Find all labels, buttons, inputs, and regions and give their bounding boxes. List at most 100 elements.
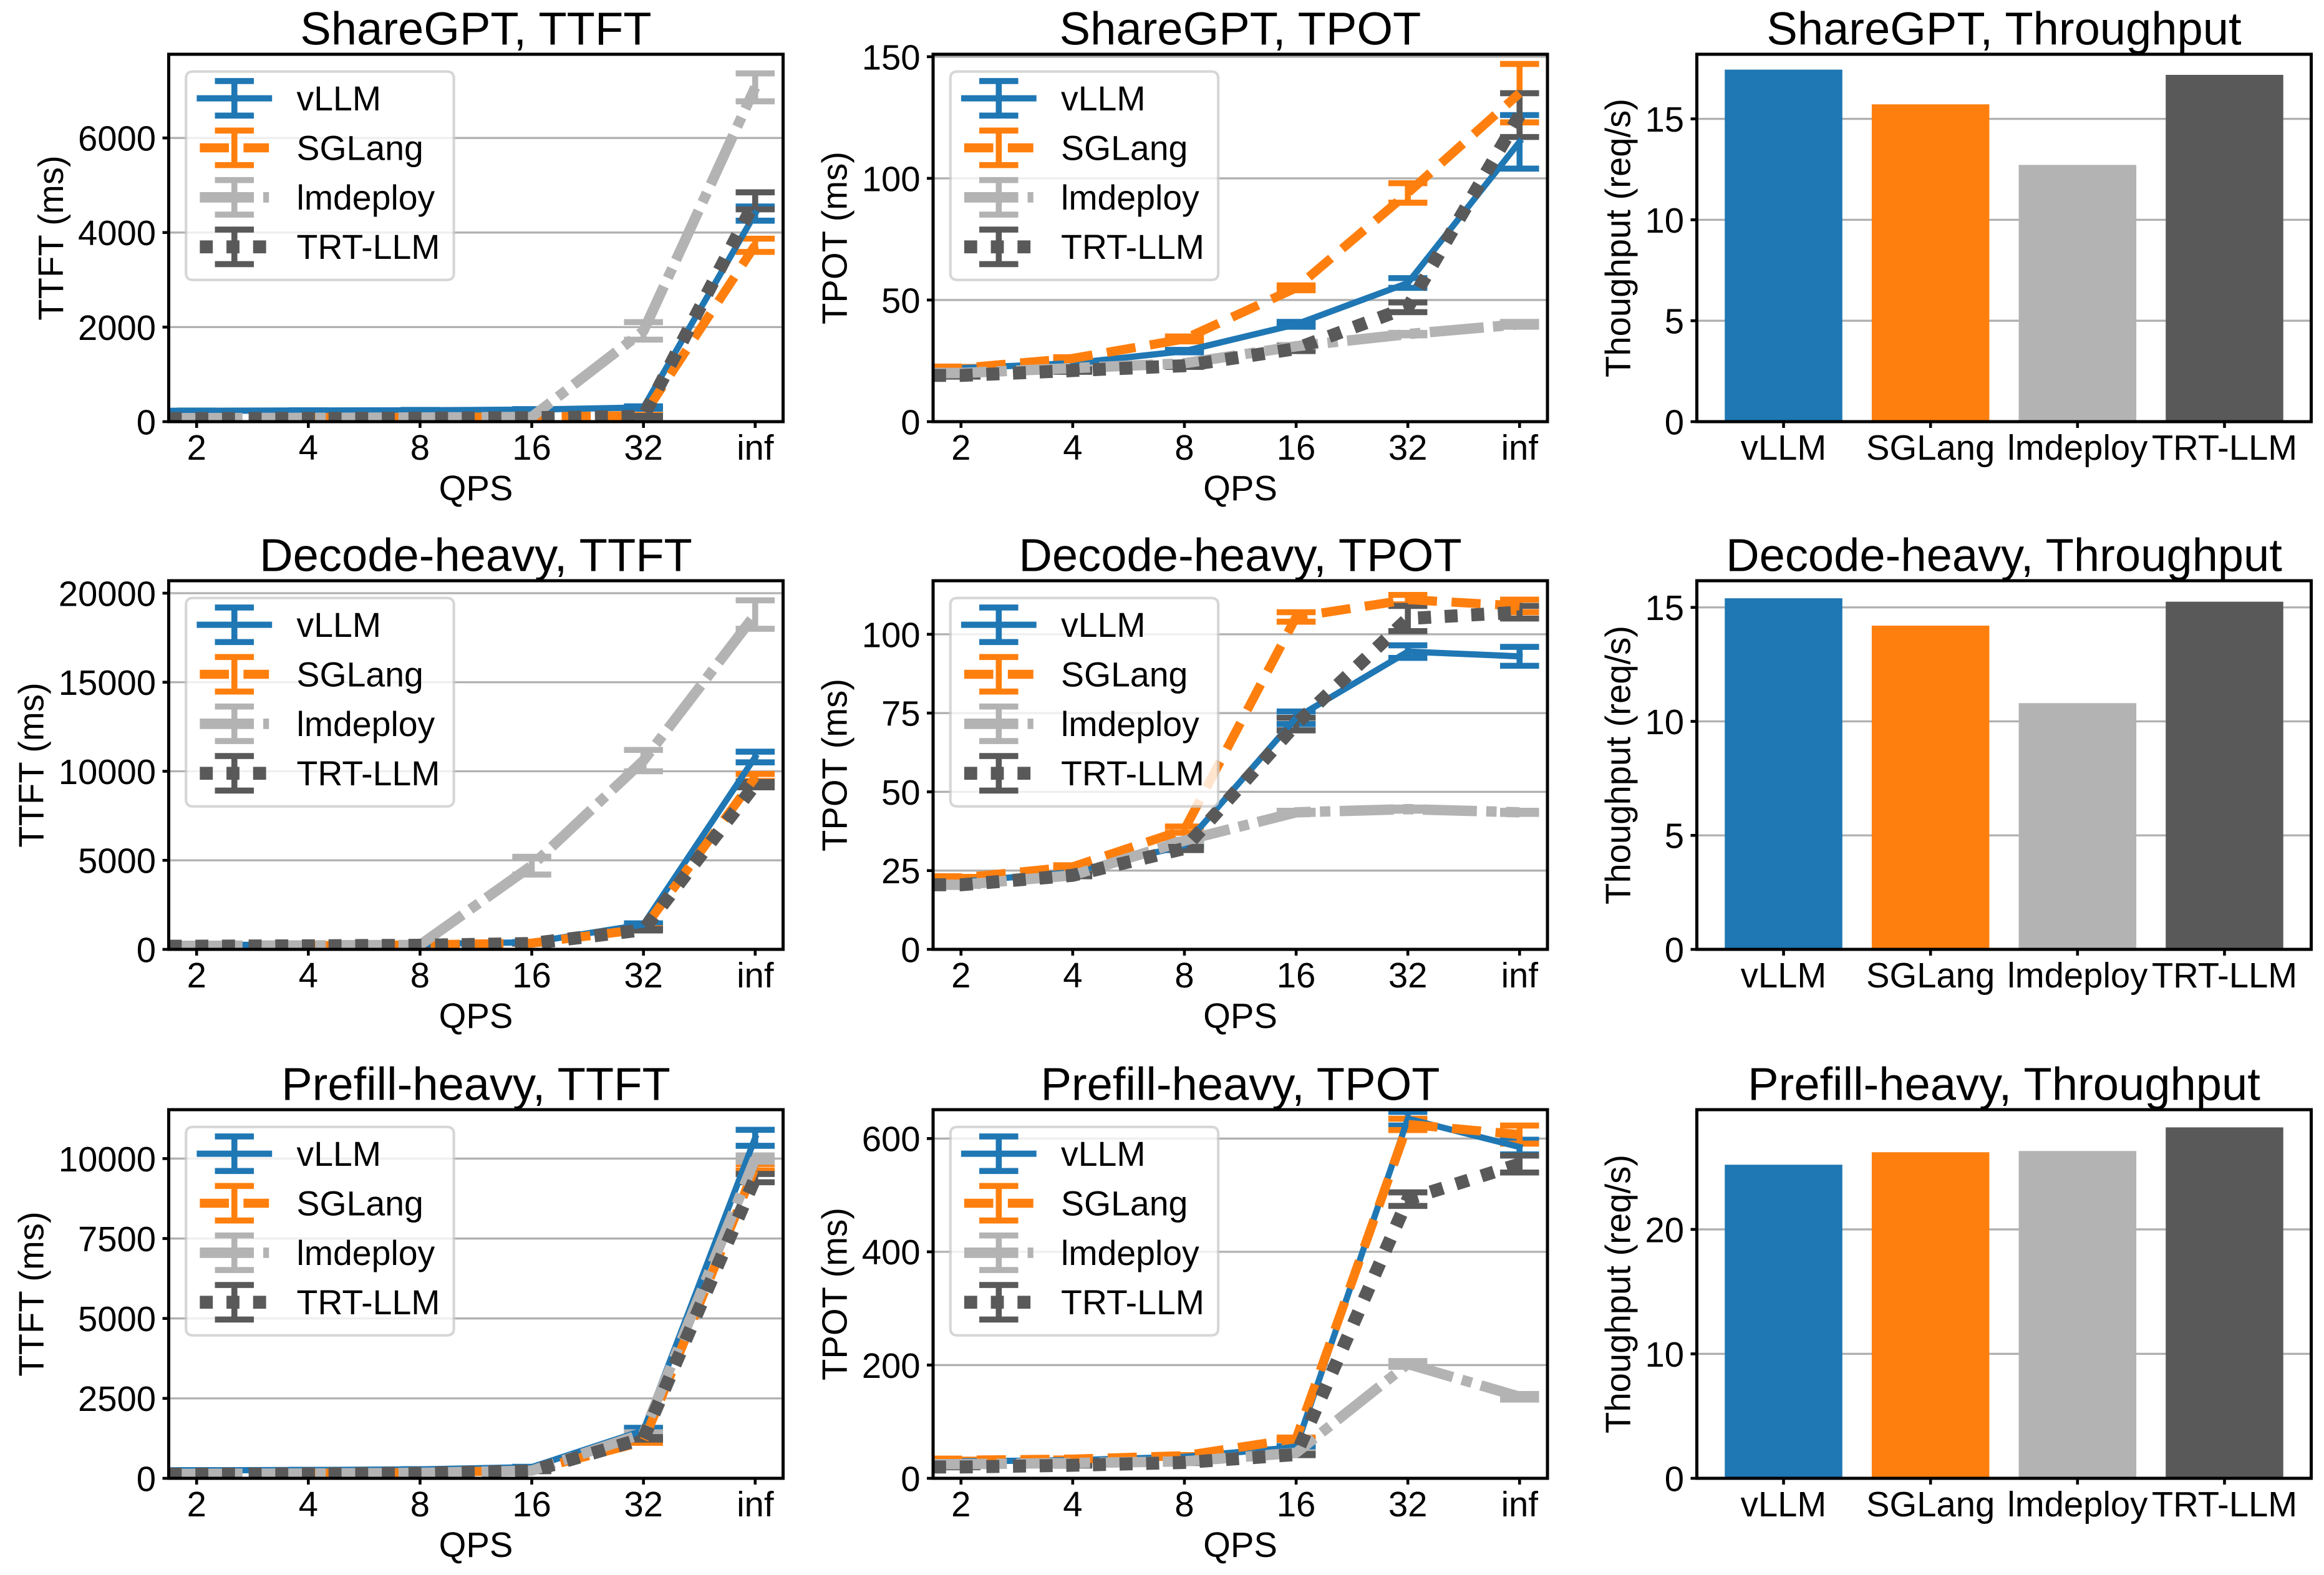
svg-text:inf: inf <box>737 956 774 995</box>
svg-text:0: 0 <box>1665 930 1684 969</box>
svg-text:2: 2 <box>951 428 971 467</box>
svg-text:vLLM: vLLM <box>297 79 382 118</box>
svg-text:vLLM: vLLM <box>1061 606 1145 644</box>
svg-text:SGLang: SGLang <box>1061 1184 1188 1223</box>
svg-text:0: 0 <box>1665 1459 1684 1498</box>
svg-text:vLLM: vLLM <box>1741 956 1827 995</box>
svg-text:6000: 6000 <box>78 119 156 158</box>
svg-text:8: 8 <box>1174 956 1194 995</box>
svg-text:75: 75 <box>881 694 921 734</box>
svg-text:lmdeploy: lmdeploy <box>2007 956 2147 995</box>
svg-text:Prefill-heavy, TPOT: Prefill-heavy, TPOT <box>1040 1059 1440 1110</box>
svg-text:ShareGPT, TPOT: ShareGPT, TPOT <box>1060 3 1421 55</box>
svg-text:8: 8 <box>1174 1485 1194 1524</box>
svg-text:QPS: QPS <box>1203 1525 1277 1564</box>
svg-text:TRT-LLM: TRT-LLM <box>297 754 440 793</box>
svg-text:20: 20 <box>1645 1210 1685 1249</box>
svg-text:0: 0 <box>1665 402 1684 442</box>
svg-text:TPOT (ms): TPOT (ms) <box>815 152 855 324</box>
svg-text:vLLM: vLLM <box>1741 428 1827 467</box>
svg-text:5000: 5000 <box>78 841 156 881</box>
svg-text:4000: 4000 <box>78 213 156 253</box>
svg-text:TRT-LLM: TRT-LLM <box>2152 428 2297 467</box>
svg-text:lmdeploy: lmdeploy <box>1061 178 1199 217</box>
svg-text:4: 4 <box>1063 956 1082 995</box>
svg-text:vLLM: vLLM <box>297 606 382 644</box>
svg-text:4: 4 <box>299 428 318 467</box>
svg-text:SGLang: SGLang <box>1866 1485 1995 1524</box>
svg-text:100: 100 <box>862 159 921 198</box>
svg-text:16: 16 <box>512 428 551 467</box>
svg-text:0: 0 <box>901 402 920 442</box>
svg-text:100: 100 <box>862 615 921 654</box>
svg-text:lmdeploy: lmdeploy <box>2007 1485 2147 1524</box>
svg-text:TRT-LLM: TRT-LLM <box>1061 1283 1204 1322</box>
svg-text:0: 0 <box>137 1459 156 1498</box>
svg-text:20000: 20000 <box>59 574 156 613</box>
svg-text:25: 25 <box>881 851 921 891</box>
svg-text:TRT-LLM: TRT-LLM <box>2152 1485 2297 1524</box>
svg-text:Decode-heavy, TPOT: Decode-heavy, TPOT <box>1019 530 1461 581</box>
svg-text:Thoughput (req/s): Thoughput (req/s) <box>1598 99 1637 377</box>
svg-text:inf: inf <box>1501 428 1539 467</box>
svg-text:2: 2 <box>187 1485 206 1524</box>
svg-text:32: 32 <box>624 956 663 995</box>
svg-text:15000: 15000 <box>59 663 156 702</box>
svg-text:Thoughput (req/s): Thoughput (req/s) <box>1598 626 1637 904</box>
svg-text:2: 2 <box>187 428 206 467</box>
svg-text:2: 2 <box>951 1485 971 1524</box>
svg-text:16: 16 <box>1277 1485 1316 1524</box>
svg-text:50: 50 <box>881 773 921 812</box>
svg-text:Thoughput (req/s): Thoughput (req/s) <box>1598 1155 1637 1433</box>
svg-text:50: 50 <box>881 281 921 320</box>
svg-text:TRT-LLM: TRT-LLM <box>1061 754 1204 793</box>
svg-text:32: 32 <box>1388 1485 1428 1524</box>
svg-text:7500: 7500 <box>78 1219 156 1259</box>
svg-text:400: 400 <box>862 1233 921 1272</box>
svg-text:8: 8 <box>1174 428 1194 467</box>
svg-text:TRT-LLM: TRT-LLM <box>297 228 440 266</box>
svg-text:5: 5 <box>1665 817 1684 856</box>
svg-text:0: 0 <box>137 930 156 969</box>
svg-text:SGLang: SGLang <box>297 128 424 167</box>
svg-text:QPS: QPS <box>439 1525 513 1564</box>
svg-text:Prefill-heavy, TTFT: Prefill-heavy, TTFT <box>281 1059 671 1110</box>
svg-text:inf: inf <box>1501 1485 1539 1524</box>
svg-text:10: 10 <box>1645 1335 1685 1374</box>
svg-text:vLLM: vLLM <box>1741 1485 1827 1524</box>
svg-text:2000: 2000 <box>78 308 156 347</box>
svg-text:10000: 10000 <box>59 1140 156 1179</box>
svg-text:TTFT (ms): TTFT (ms) <box>12 1211 51 1376</box>
svg-text:0: 0 <box>901 1459 920 1498</box>
svg-text:inf: inf <box>1501 956 1539 995</box>
svg-text:ShareGPT, Throughput: ShareGPT, Throughput <box>1766 3 2242 55</box>
svg-text:5: 5 <box>1665 302 1684 341</box>
svg-text:32: 32 <box>1388 956 1428 995</box>
svg-text:200: 200 <box>862 1346 921 1385</box>
svg-text:150: 150 <box>862 37 921 77</box>
svg-text:0: 0 <box>901 930 920 969</box>
svg-text:Decode-heavy, TTFT: Decode-heavy, TTFT <box>259 530 692 581</box>
svg-text:vLLM: vLLM <box>1061 79 1145 118</box>
svg-text:TRT-LLM: TRT-LLM <box>297 1283 440 1322</box>
svg-text:SGLang: SGLang <box>1866 956 1995 995</box>
svg-text:SGLang: SGLang <box>1061 655 1188 694</box>
svg-text:inf: inf <box>737 428 774 467</box>
svg-text:4: 4 <box>299 1485 318 1524</box>
svg-text:QPS: QPS <box>1203 468 1277 508</box>
svg-text:SGLang: SGLang <box>297 655 424 694</box>
svg-text:2: 2 <box>951 956 971 995</box>
svg-text:16: 16 <box>512 956 551 995</box>
svg-text:vLLM: vLLM <box>1061 1135 1145 1173</box>
svg-text:TPOT (ms): TPOT (ms) <box>815 1208 855 1380</box>
svg-text:lmdeploy: lmdeploy <box>297 1234 435 1272</box>
svg-text:16: 16 <box>1277 956 1316 995</box>
svg-text:16: 16 <box>1277 428 1316 467</box>
svg-text:10000: 10000 <box>59 752 156 792</box>
svg-text:0: 0 <box>137 402 156 442</box>
svg-text:15: 15 <box>1645 100 1685 139</box>
svg-text:TRT-LLM: TRT-LLM <box>1061 228 1204 266</box>
svg-text:8: 8 <box>410 956 430 995</box>
svg-text:Prefill-heavy, Throughput: Prefill-heavy, Throughput <box>1748 1059 2260 1110</box>
svg-text:32: 32 <box>624 1485 663 1524</box>
